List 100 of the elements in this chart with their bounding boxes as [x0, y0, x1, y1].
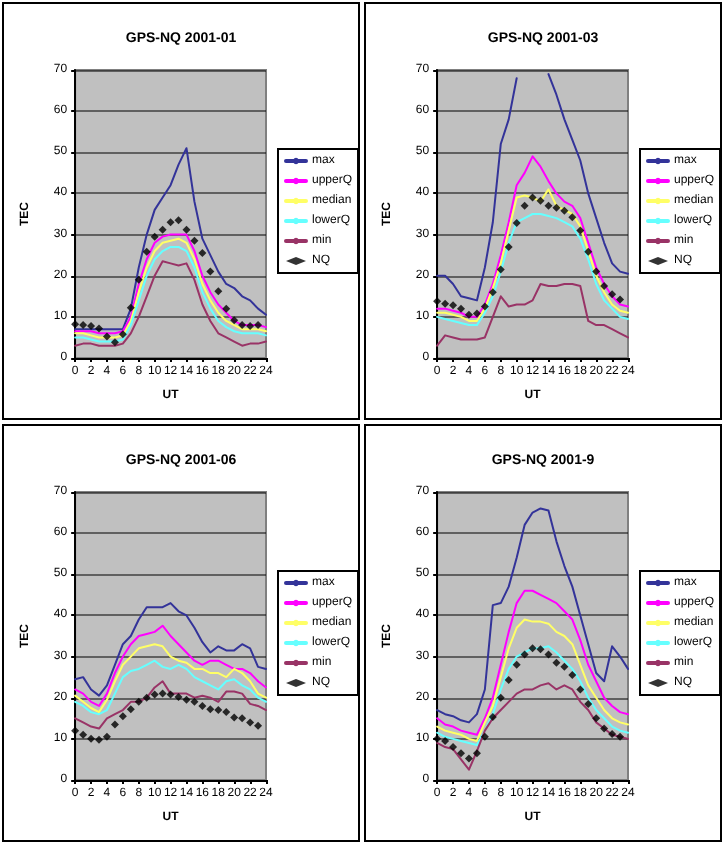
point: [190, 697, 199, 706]
point: [238, 321, 247, 330]
point: [520, 650, 529, 659]
point: [512, 219, 521, 228]
point: [457, 749, 465, 758]
point: [118, 712, 127, 721]
point: [584, 247, 593, 256]
point: [126, 303, 135, 312]
point: [79, 321, 88, 330]
point: [496, 693, 505, 702]
point: [488, 713, 497, 722]
point: [449, 743, 458, 752]
line-series: [74, 624, 267, 707]
point: [560, 206, 569, 215]
point: [134, 275, 143, 284]
line-series: [436, 188, 629, 322]
line-series: [436, 155, 629, 318]
point: [182, 225, 191, 234]
point: [520, 201, 529, 210]
point: [142, 247, 151, 256]
line-series: [436, 645, 629, 747]
line-series: [74, 659, 267, 716]
point: [174, 216, 183, 225]
point: [576, 226, 585, 235]
line-series: [74, 643, 267, 714]
point: [238, 714, 247, 723]
point: [536, 196, 545, 205]
point: [616, 732, 625, 741]
point: [142, 693, 151, 702]
point: [600, 724, 609, 733]
line-series: [436, 682, 629, 771]
point: [95, 324, 103, 333]
point: [608, 729, 617, 738]
point: [568, 671, 577, 680]
point: [457, 304, 465, 313]
point: [480, 732, 489, 741]
line-series: [436, 282, 629, 347]
point: [190, 236, 199, 245]
point: [166, 690, 175, 699]
point: [174, 692, 183, 701]
point: [608, 290, 617, 299]
point: [134, 697, 143, 706]
point: [95, 735, 103, 744]
point: [464, 754, 473, 763]
point: [110, 720, 119, 729]
line-series: [436, 507, 629, 724]
point: [126, 705, 135, 714]
point: [560, 662, 569, 671]
point: [528, 193, 537, 202]
point: [504, 242, 513, 251]
point: [576, 685, 585, 694]
point: [552, 203, 561, 212]
point: [102, 732, 111, 741]
point: [79, 730, 88, 739]
point: [110, 338, 119, 347]
point: [118, 330, 127, 339]
point: [472, 309, 481, 318]
line-series: [74, 680, 267, 730]
point: [254, 321, 263, 330]
point: [464, 310, 473, 319]
point: [246, 321, 255, 330]
point: [480, 302, 489, 311]
point: [71, 320, 80, 329]
point: [150, 232, 159, 241]
point: [496, 265, 505, 274]
point: [166, 218, 175, 227]
line-series: [436, 213, 629, 327]
point: [544, 201, 553, 210]
point: [433, 297, 442, 306]
point: [150, 690, 159, 699]
line-series: [74, 602, 267, 697]
point: [230, 316, 239, 325]
point: [214, 706, 223, 715]
point: [600, 282, 609, 290]
point: [206, 267, 215, 276]
point: [441, 299, 450, 308]
point: [544, 650, 553, 659]
point: [87, 321, 96, 330]
point: [616, 295, 625, 304]
point: [512, 660, 521, 669]
point: [182, 695, 191, 704]
point: [528, 644, 537, 653]
point: [488, 288, 497, 297]
point: [214, 287, 223, 296]
point: [552, 658, 561, 667]
point: [230, 713, 239, 722]
point: [449, 301, 458, 310]
point: [568, 213, 577, 222]
point: [87, 734, 96, 743]
line-series: [436, 618, 629, 742]
point: [592, 267, 601, 276]
point: [254, 721, 263, 730]
point: [584, 699, 593, 708]
point: [441, 736, 450, 745]
point: [592, 714, 601, 723]
point: [472, 749, 481, 758]
line-series: [74, 260, 267, 347]
point: [71, 726, 80, 735]
point: [198, 701, 207, 710]
point: [246, 718, 255, 727]
